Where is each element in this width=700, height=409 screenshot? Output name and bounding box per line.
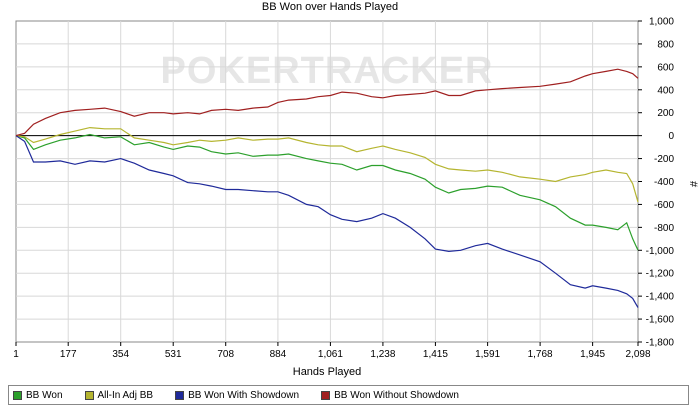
y-tick-label: 400: [657, 85, 674, 96]
x-tick-label: 1,238: [370, 349, 395, 360]
legend-item-1: All-In Adj BB: [84, 389, 154, 401]
series-line-2: [15, 135, 639, 308]
legend-swatch: [84, 390, 94, 400]
x-tick-label: 1,591: [475, 349, 500, 360]
y-tick-label: -600: [654, 200, 674, 211]
x-tick-label: 1,945: [580, 349, 605, 360]
x-tick-label: 177: [60, 349, 77, 360]
series-line-3: [15, 68, 639, 137]
legend-label: All-In Adj BB: [97, 389, 154, 401]
grid-lines: [16, 21, 638, 342]
y-tick-label: -800: [654, 223, 674, 234]
chart-title: BB Won over Hands Played: [262, 1, 398, 13]
series-line-0: [15, 133, 639, 251]
x-axis-ticks: 1 177 354 531 708 884 1,061 1,238 1,415 1,591 1,76…: [13, 342, 651, 360]
legend-label: BB Won Without Showdown: [334, 389, 459, 401]
legend-item-0: BB Won: [13, 390, 63, 401]
y-tick-label: -1,600: [646, 315, 675, 326]
legend-item-3: BB Won Without Showdown: [321, 390, 459, 401]
y-tick-label: -200: [654, 154, 674, 165]
legend-item-2: BB Won With Showdown: [175, 390, 299, 401]
x-tick-label: 2,098: [625, 349, 650, 360]
y-tick-label: -1,800: [646, 338, 675, 349]
y-tick-label: 1,000: [649, 17, 674, 28]
x-tick-label: 1,415: [423, 349, 448, 360]
y-axis-title: #: [687, 181, 699, 188]
x-tick-label: 708: [217, 349, 234, 360]
y-axis-ticks: 1,000 800 600 400 200 0 -200 -400 -600 -800 -1,000…: [638, 17, 674, 349]
x-axis-title: Hands Played: [293, 366, 362, 378]
series-layer: [15, 68, 639, 308]
x-tick-label: 354: [112, 349, 129, 360]
y-tick-label: 600: [657, 62, 674, 73]
x-tick-label: 1: [13, 349, 19, 360]
legend-swatch: [13, 390, 22, 400]
legend: BB Won All-In Adj BB BB Won With Showdown B…: [8, 385, 689, 405]
x-tick-label: 531: [165, 349, 182, 360]
series-line-1: [15, 126, 639, 203]
y-tick-label: 0: [668, 131, 674, 142]
x-tick-label: 1,768: [528, 349, 553, 360]
y-tick-label: -1,200: [646, 269, 675, 280]
y-tick-label: 200: [657, 108, 674, 119]
legend-swatch: [175, 390, 185, 400]
legend-label: BB Won With Showdown: [188, 389, 300, 401]
legend-swatch: [321, 390, 331, 400]
watermark: POKERTRACKER: [161, 50, 494, 92]
legend-label: BB Won: [26, 389, 63, 401]
y-tick-label: -1,000: [646, 246, 675, 257]
x-tick-label: 1,061: [318, 349, 343, 360]
y-tick-label: -1,400: [646, 292, 675, 303]
x-tick-label: 884: [270, 349, 287, 360]
y-tick-label: 800: [657, 39, 674, 50]
y-tick-label: -400: [654, 177, 674, 188]
